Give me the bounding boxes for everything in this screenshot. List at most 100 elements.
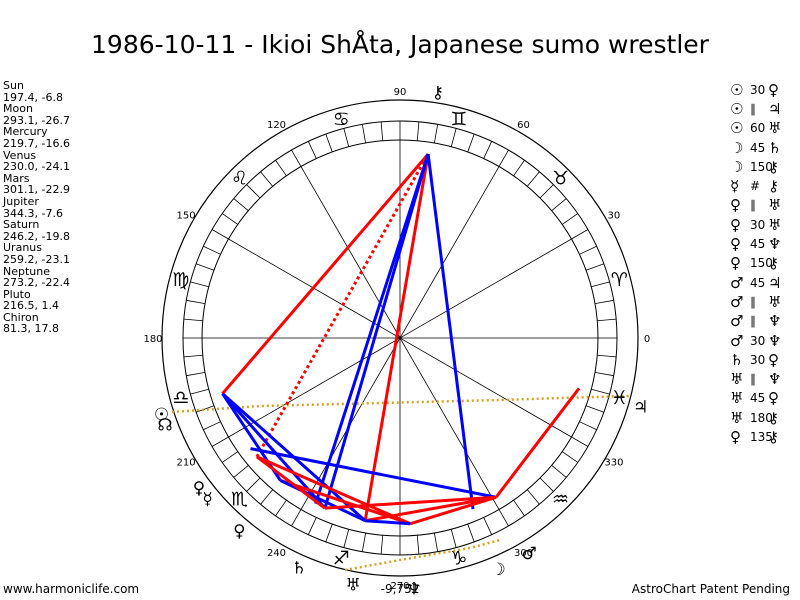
venus-icon: ♀	[233, 522, 245, 542]
planet-coords-sun: 197.4, -6.8	[3, 90, 63, 104]
aspect-line	[255, 153, 430, 458]
planet-name-mercury: Mercury	[3, 125, 48, 139]
aspect-planet1-icon: ♀	[730, 254, 741, 273]
leo-icon: ♌	[231, 167, 248, 189]
aspect-row: ♂ 30 ♆	[730, 331, 781, 350]
degree-tick	[260, 489, 274, 505]
bottom-value-label: -9,751	[381, 582, 420, 596]
aspect-planet1-icon: ☽	[730, 138, 744, 157]
wheel-labels: 0 30 60 90 120 150 180 210 240 270 300 330 ♈ ♉ ♊ ♋ ♌ ♍ ♎ ♏ ♐…	[143, 83, 650, 600]
pluto-icon: ♀	[193, 479, 205, 499]
aspect-row: ♅ 180 ⚷	[730, 408, 781, 427]
planet-name-sun: Sun	[3, 79, 24, 92]
aspect-row: ☉ 60 ♅	[730, 119, 781, 138]
aspect-planet2-icon: ♃	[768, 99, 782, 118]
planet-name-neptune: Neptune	[3, 264, 51, 278]
aspect-angle: 150	[750, 256, 773, 271]
footer-website[interactable]: www.harmoniclife.com	[3, 582, 140, 596]
degree-tick	[579, 245, 597, 255]
planet-coords-uranus: 259.2, -23.1	[3, 252, 70, 266]
degree-tick	[513, 160, 525, 177]
chart-title: 1986-10-11 - Ikioi ShÅta, Japanese sumo …	[91, 30, 709, 59]
planet-name-moon: Moon	[3, 102, 33, 116]
degree-tick	[416, 121, 420, 141]
degree-tick	[380, 121, 384, 141]
planet-name-pluto: Pluto	[3, 287, 31, 301]
aspect-line	[494, 387, 581, 499]
aspect-line	[250, 447, 497, 499]
aspect-row: ♂ ∥ ♅	[730, 292, 781, 311]
aspect-planet1-icon: ♅	[730, 408, 744, 427]
degree-tick	[561, 213, 578, 225]
degree-tick	[183, 354, 203, 358]
planet-coords-moon: 293.1, -26.7	[3, 113, 70, 127]
aspect-planet1-icon: ☉	[730, 80, 744, 99]
planet-name-venus: Venus	[3, 148, 37, 162]
aspect-row: ♂ ∥ ♆	[730, 312, 781, 331]
degree-tick	[211, 229, 229, 240]
degree-tick	[467, 133, 475, 153]
aspect-planet1-icon: ♂	[730, 312, 744, 331]
aspect-row: ♀ 150 ⚷	[730, 254, 781, 273]
aspect-line	[324, 495, 497, 510]
aspect-angle: 30	[750, 333, 766, 348]
degree-tick	[551, 198, 567, 212]
aspect-row: ♀ 135 ⚷	[730, 427, 781, 446]
aspect-row: ♀ ∥ ♅	[730, 196, 781, 215]
planet-coords-jupiter: 344.3, -7.6	[3, 206, 63, 220]
degree-label: 180	[143, 334, 162, 345]
aspect-row: ♅ 45 ♀	[730, 389, 781, 408]
aspect-planet1-icon: ♂	[730, 273, 744, 292]
aspect-angle: ∥	[750, 372, 756, 387]
degree-label: 210	[177, 458, 196, 469]
degree-label: 30	[608, 211, 621, 222]
aspect-planet1-icon: ♄	[730, 350, 744, 369]
aspect-planet1-icon: ♀	[730, 196, 741, 215]
degree-label: 120	[267, 120, 286, 131]
degree-tick	[498, 149, 509, 167]
degree-tick	[246, 477, 261, 492]
aspect-line	[363, 153, 430, 521]
sun-icon: ☉	[154, 405, 169, 425]
aspect-planet2-icon: ⚷	[768, 254, 779, 273]
degree-tick	[195, 405, 215, 413]
saturn-icon: ♄	[291, 559, 306, 579]
aspect-angle: 180	[750, 410, 773, 425]
degree-tick	[571, 436, 589, 447]
degree-tick	[186, 371, 206, 377]
degree-tick	[307, 517, 317, 535]
degree-tick	[260, 171, 274, 187]
degree-tick	[585, 263, 605, 271]
planet-coords-saturn: 246.2, -19.8	[3, 229, 70, 243]
degree-tick	[380, 535, 384, 555]
aspect-planet2-icon: ⚷	[768, 157, 779, 176]
aspect-planet2-icon: ♅	[768, 196, 782, 215]
aspect-planet1-icon: ♀	[730, 215, 741, 234]
planet-name-jupiter: Jupiter	[3, 194, 39, 208]
degree-tick	[190, 388, 209, 395]
degree-tick	[361, 124, 367, 144]
degree-label: 300	[514, 548, 533, 559]
aspect-line	[323, 153, 430, 509]
footer-patent-note: AstroChart Patent Pending	[631, 582, 790, 596]
neptune-icon: ♆	[406, 580, 421, 600]
degree-tick	[513, 499, 525, 516]
planet-coords-pluto: 216.5, 1.4	[3, 299, 59, 313]
node-icon: ☊	[158, 416, 173, 436]
aspect-planet2-icon: ♀	[768, 350, 779, 369]
aspect-planet2-icon: ♆	[768, 331, 782, 350]
degree-label: 150	[177, 211, 196, 222]
degree-tick	[343, 128, 350, 147]
aspect-line	[255, 455, 326, 510]
planet-position-list: Sun 197.4, -6.8 Moon 293.1, -26.7 Mercury 219…	[3, 80, 70, 335]
aspect-row: ♂ 45 ♃	[730, 273, 781, 292]
degree-tick	[594, 371, 614, 377]
aspect-lines	[171, 153, 631, 572]
aspect-angle: ∥	[750, 101, 756, 116]
degree-tick	[186, 299, 206, 305]
aspect-row: ♀ 30 ♅	[730, 215, 781, 234]
degree-tick	[483, 517, 493, 535]
moon-icon: ☽	[490, 560, 505, 580]
aspect-row: ♀ 45 ♆	[730, 234, 781, 253]
degree-tick	[561, 451, 578, 463]
